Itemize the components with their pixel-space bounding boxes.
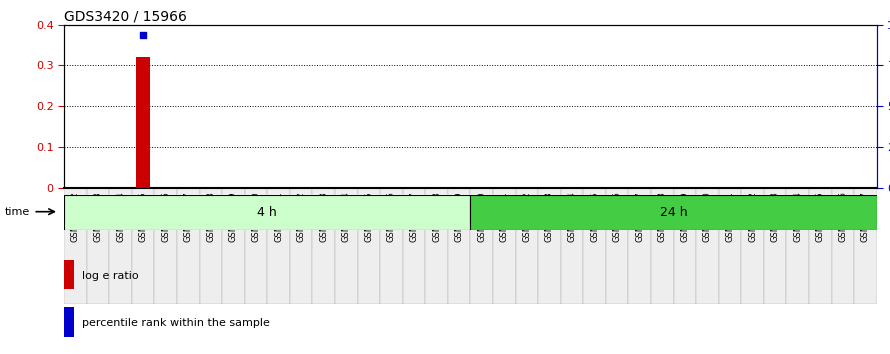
Bar <box>267 188 290 304</box>
Bar <box>831 188 854 304</box>
Text: GSM182410: GSM182410 <box>252 191 261 242</box>
Bar <box>402 188 425 304</box>
Bar <box>64 195 470 230</box>
Text: GSM182406: GSM182406 <box>161 191 170 242</box>
Bar <box>809 188 831 304</box>
Bar <box>493 188 515 304</box>
Text: GSM182428: GSM182428 <box>658 191 667 242</box>
Text: 24 h: 24 h <box>659 206 687 219</box>
Bar <box>245 188 267 304</box>
Text: GSM182425: GSM182425 <box>590 191 599 242</box>
Bar <box>628 188 651 304</box>
Point <box>136 32 150 38</box>
Text: GSM182434: GSM182434 <box>793 191 802 242</box>
Bar <box>764 188 787 304</box>
Bar <box>651 188 674 304</box>
Bar <box>583 188 606 304</box>
Text: GSM182411: GSM182411 <box>274 191 283 242</box>
Bar <box>425 188 448 304</box>
Text: GSM182414: GSM182414 <box>342 191 351 242</box>
Bar <box>154 188 177 304</box>
Bar <box>470 195 877 230</box>
Text: GSM182426: GSM182426 <box>612 191 621 242</box>
Bar <box>132 188 154 304</box>
Text: GSM182405: GSM182405 <box>139 191 148 242</box>
Text: GSM182402: GSM182402 <box>71 191 80 242</box>
Bar <box>177 188 199 304</box>
Bar <box>222 188 245 304</box>
Bar <box>64 307 74 337</box>
Text: GSM182418: GSM182418 <box>432 191 441 242</box>
Text: log e ratio: log e ratio <box>83 270 139 281</box>
Bar <box>538 188 561 304</box>
Text: GSM182431: GSM182431 <box>725 191 734 242</box>
Bar <box>448 188 470 304</box>
Bar <box>109 188 132 304</box>
Text: GSM182433: GSM182433 <box>771 191 780 242</box>
Text: GSM182408: GSM182408 <box>206 191 215 242</box>
Bar <box>718 188 741 304</box>
Text: GSM182424: GSM182424 <box>568 191 577 242</box>
Text: percentile rank within the sample: percentile rank within the sample <box>83 318 271 328</box>
Text: 4 h: 4 h <box>257 206 277 219</box>
Bar <box>561 188 583 304</box>
Text: GDS3420 / 15966: GDS3420 / 15966 <box>64 10 187 24</box>
Text: GSM182419: GSM182419 <box>455 191 464 242</box>
Text: GSM182409: GSM182409 <box>229 191 238 242</box>
Text: GSM182417: GSM182417 <box>409 191 418 242</box>
Text: GSM182432: GSM182432 <box>748 191 757 242</box>
Text: GSM182429: GSM182429 <box>680 191 689 242</box>
Bar <box>696 188 718 304</box>
Text: GSM182436: GSM182436 <box>838 191 847 242</box>
Text: GSM182412: GSM182412 <box>296 191 305 242</box>
Text: time: time <box>5 207 30 217</box>
Text: GSM182421: GSM182421 <box>499 191 509 242</box>
Bar <box>358 188 380 304</box>
Text: GSM182407: GSM182407 <box>183 191 193 242</box>
Text: GSM182404: GSM182404 <box>116 191 125 242</box>
Text: GSM182420: GSM182420 <box>477 191 486 242</box>
Text: GSM182413: GSM182413 <box>320 191 328 242</box>
Text: GSM182415: GSM182415 <box>364 191 373 242</box>
Bar <box>854 188 877 304</box>
Text: GSM182422: GSM182422 <box>522 191 531 242</box>
Text: GSM182416: GSM182416 <box>387 191 396 242</box>
Bar <box>741 188 764 304</box>
Bar <box>64 260 74 290</box>
Text: GSM182423: GSM182423 <box>545 191 554 242</box>
Bar <box>787 188 809 304</box>
Bar <box>64 188 86 304</box>
Bar <box>674 188 696 304</box>
Text: GSM182427: GSM182427 <box>635 191 644 242</box>
Bar <box>136 57 150 188</box>
Text: GSM182437: GSM182437 <box>861 191 870 242</box>
Text: GSM182435: GSM182435 <box>816 191 825 242</box>
Bar <box>470 188 493 304</box>
Text: GSM182430: GSM182430 <box>703 191 712 242</box>
Bar <box>606 188 628 304</box>
Bar <box>380 188 402 304</box>
Text: GSM182403: GSM182403 <box>93 191 102 242</box>
Bar <box>312 188 335 304</box>
Bar <box>515 188 538 304</box>
Bar <box>290 188 312 304</box>
Bar <box>335 188 358 304</box>
Bar <box>86 188 109 304</box>
Bar <box>199 188 222 304</box>
